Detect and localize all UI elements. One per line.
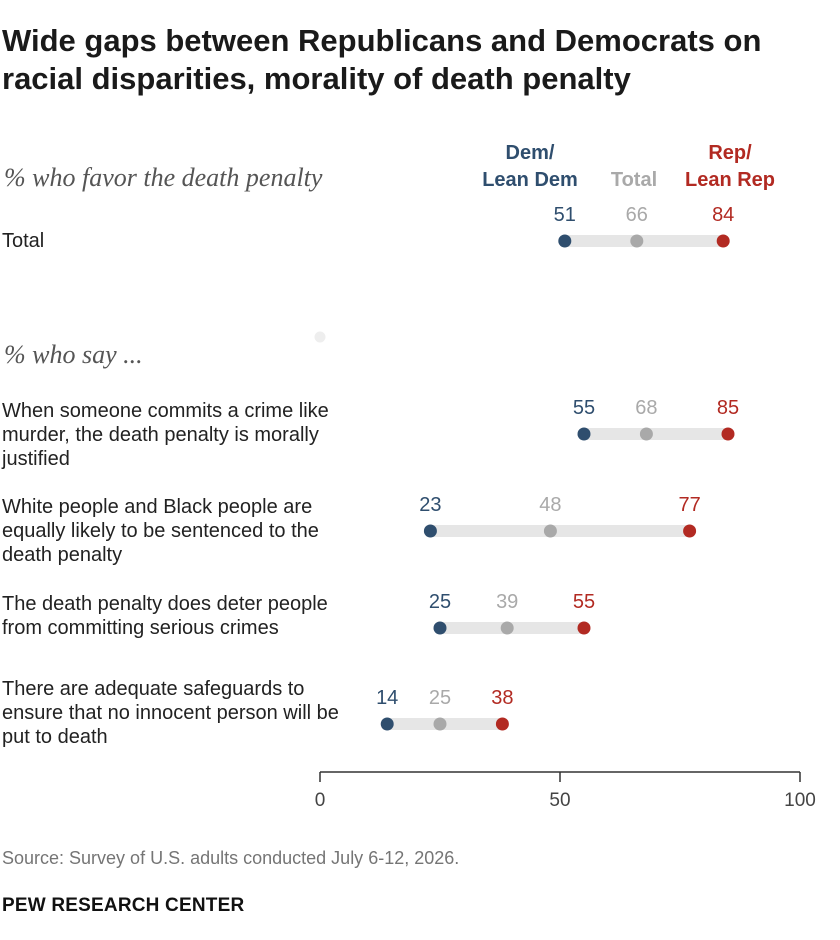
- legend-dem-line1: Dem/: [505, 142, 555, 164]
- data-label-rep-3: 55: [573, 591, 595, 613]
- dot-dem-1: [577, 427, 591, 441]
- row-label-3: The death penalty does deter people from…: [2, 593, 328, 639]
- dot-rep-3: [577, 621, 591, 635]
- legend-dem: Dem/ Lean Dem: [468, 140, 592, 194]
- row-label-1: When someone commits a crime like murder…: [2, 400, 329, 470]
- data-label-dem-4: 14: [376, 687, 398, 709]
- dot-total-3: [500, 621, 514, 635]
- row-label-4: There are adequate safeguards to ensure …: [2, 678, 339, 748]
- row-label-2: White people and Black people are equall…: [2, 496, 319, 566]
- data-label-total-1: 68: [635, 397, 657, 419]
- legend-rep: Rep/ Lean Rep: [668, 140, 792, 194]
- data-label-rep-4: 38: [491, 687, 513, 709]
- dot-dem-4: [380, 717, 394, 731]
- data-label-dem-0: 51: [554, 204, 576, 226]
- chart-title: Wide gaps between Republicans and Democr…: [2, 23, 762, 96]
- data-label-dem-1: 55: [573, 397, 595, 419]
- row-label-0: Total: [2, 230, 45, 252]
- data-label-total-3: 39: [496, 591, 518, 613]
- legend-total-label: Total: [610, 169, 658, 191]
- dot-dem-2: [423, 524, 437, 538]
- data-label-rep-1: 85: [717, 397, 739, 419]
- dot-dem-3: [433, 621, 447, 635]
- dot-rep-0: [716, 234, 730, 248]
- legend-rep-line1: Rep/: [708, 142, 752, 164]
- dot-rep-2: [683, 524, 697, 538]
- x-tick-label-1: 50: [549, 790, 570, 811]
- dot-total-1: [639, 427, 653, 441]
- x-tick-label-2: 100: [784, 790, 816, 811]
- x-tick-label-0: 0: [315, 790, 326, 811]
- legend-rep-line2: Lean Rep: [684, 169, 776, 191]
- dot-plot: 51 66 84 55 68 85 23 48 77 25 39 55 14 25 38 0 50 100: [314, 204, 816, 811]
- data-label-dem-2: 23: [419, 494, 441, 516]
- dot-rep-4: [495, 717, 509, 731]
- section-label-favor: % who favor the death penalty: [4, 163, 323, 192]
- dot-total-4: [433, 717, 447, 731]
- data-label-total-0: 66: [626, 204, 648, 226]
- decorative-dot: [314, 331, 326, 343]
- data-label-rep-2: 77: [678, 494, 700, 516]
- data-label-dem-3: 25: [429, 591, 451, 613]
- data-label-rep-0: 84: [712, 204, 734, 226]
- brand-logo-text: PEW RESEARCH CENTER: [2, 895, 245, 916]
- section-label-say: % who say ...: [4, 340, 143, 369]
- dot-total-0: [630, 234, 644, 248]
- dot-total-2: [543, 524, 557, 538]
- legend-total: Total: [594, 167, 674, 194]
- data-label-total-4: 25: [429, 687, 451, 709]
- legend-dem-line2: Lean Dem: [482, 169, 578, 191]
- source-note: Source: Survey of U.S. adults conducted …: [2, 848, 460, 868]
- data-label-total-2: 48: [539, 494, 561, 516]
- dot-dem-0: [558, 234, 572, 248]
- dot-rep-1: [721, 427, 735, 441]
